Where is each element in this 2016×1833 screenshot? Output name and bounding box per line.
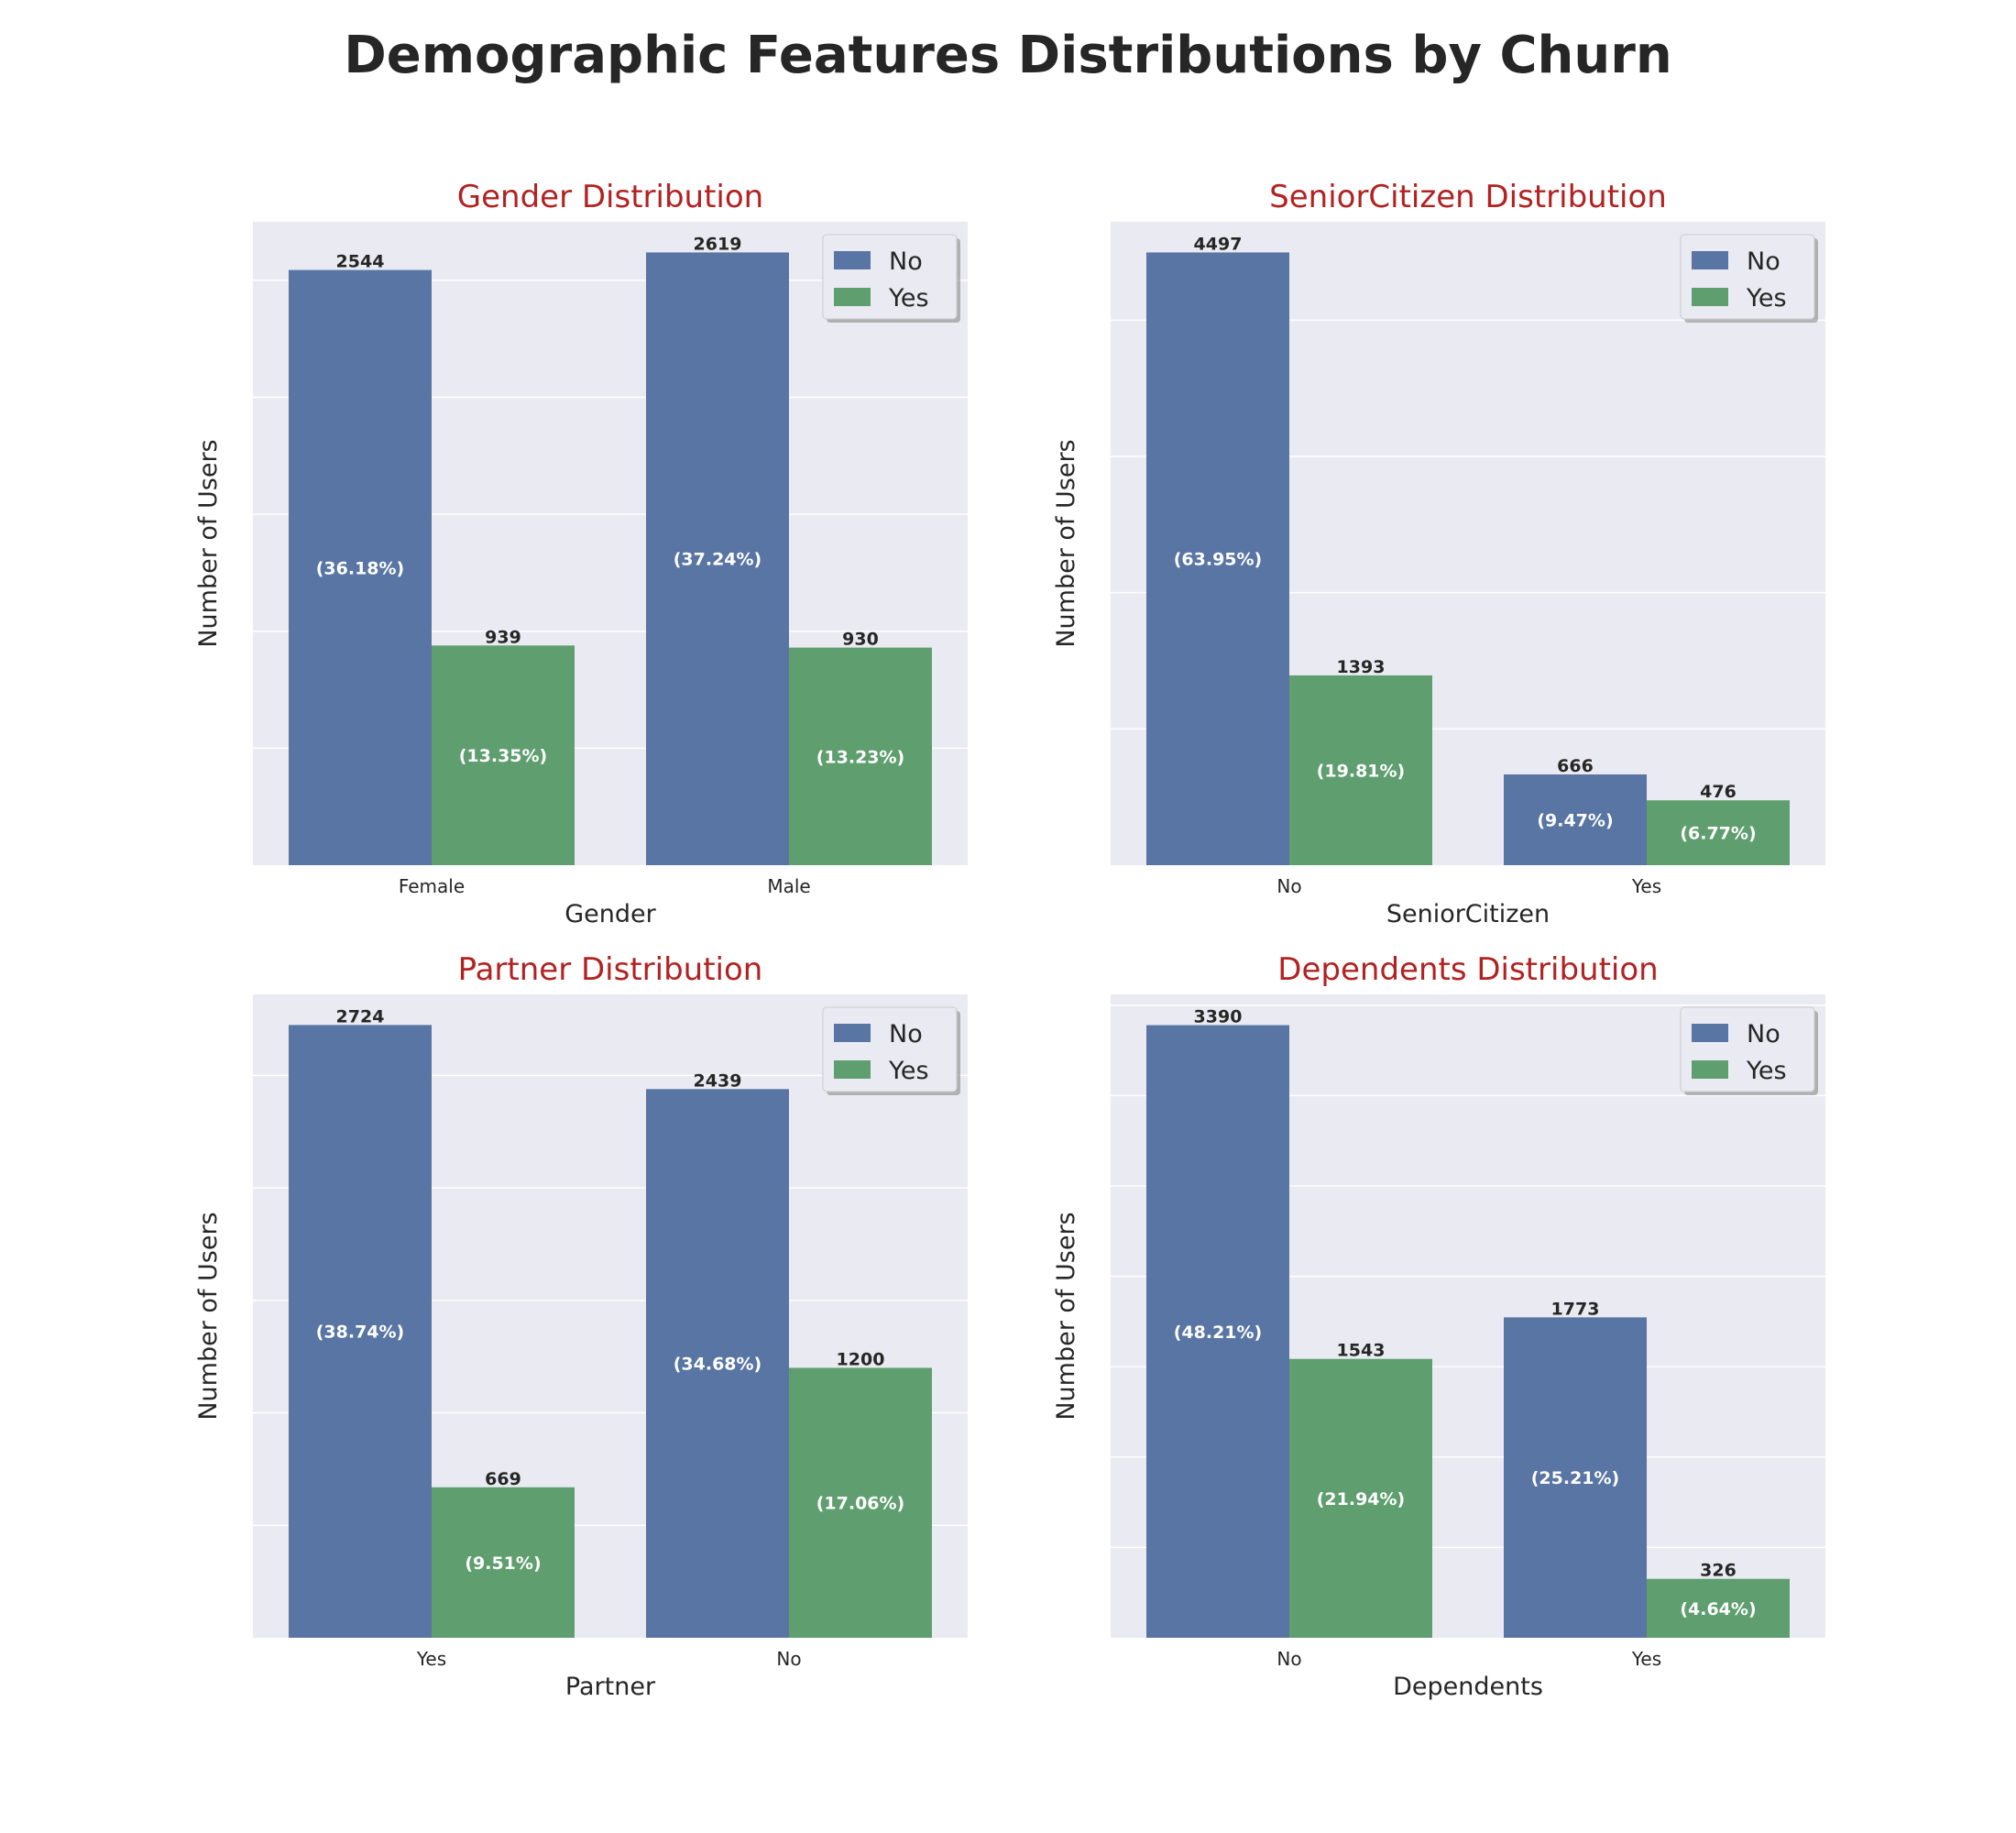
bar-percent-label: (13.35%): [459, 746, 548, 766]
legend-label-no: No: [889, 247, 923, 276]
legend: No Yes: [1680, 234, 1818, 323]
bar-count-label: 1200: [837, 1349, 885, 1369]
bar-count-label: 1543: [1337, 1341, 1386, 1361]
chart-title: Partner Distribution: [458, 951, 763, 988]
bar-count-label: 2439: [694, 1070, 742, 1091]
x-tick-label: Yes: [1631, 875, 1661, 897]
bar-percent-label: (38.74%): [316, 1323, 405, 1343]
x-axis-label: Gender: [564, 900, 656, 928]
chart-panel-3: 2724 (38.74%) 669 (9.51%) Yes 2439 (34.68%) 120…: [194, 951, 968, 1701]
bar-count-label: 2724: [336, 1006, 385, 1026]
y-axis-label: Number of Users: [194, 1212, 223, 1420]
chart-panel-1: 2544 (36.18%) 939 (13.35%) Female 2619 (37.24%…: [194, 179, 968, 928]
y-axis-label: Number of Users: [1052, 1212, 1080, 1420]
legend-swatch-no: [1692, 1024, 1728, 1042]
bar-percent-label: (36.18%): [316, 558, 405, 578]
bar-count-label: 2619: [694, 234, 742, 254]
bar-yes-yes: [1647, 1578, 1790, 1638]
bar-percent-label: (48.21%): [1174, 1323, 1263, 1343]
x-tick-label: Yes: [416, 1648, 446, 1670]
bar-yes-male: [789, 647, 932, 865]
bar-no-male: [646, 252, 789, 865]
legend: No Yes: [822, 1006, 960, 1095]
bar-percent-label: (19.81%): [1317, 761, 1406, 781]
bar-yes-female: [432, 645, 575, 865]
x-axis-label: Dependents: [1393, 1673, 1543, 1701]
bar-count-label: 930: [842, 630, 879, 650]
legend-swatch-no: [834, 251, 871, 269]
x-tick-label: No: [1276, 875, 1301, 897]
bar-yes-yes: [432, 1487, 575, 1638]
bar-count-label: 666: [1557, 756, 1594, 776]
x-axis-label: Partner: [565, 1673, 656, 1701]
bar-no-no: [646, 1089, 789, 1638]
legend-label-no: No: [1747, 247, 1780, 276]
bar-count-label: 2544: [336, 252, 385, 272]
bar-count-label: 939: [485, 627, 521, 647]
bar-no-yes: [1504, 1317, 1647, 1638]
legend: No Yes: [1680, 1006, 1818, 1095]
bar-percent-label: (37.24%): [674, 550, 762, 570]
legend-label-yes: Yes: [888, 1057, 929, 1085]
bar-count-label: 326: [1700, 1561, 1737, 1581]
bar-percent-label: (25.21%): [1531, 1468, 1620, 1488]
bar-no-yes: [1504, 774, 1647, 865]
legend-label-no: No: [889, 1020, 923, 1048]
bar-count-label: 1393: [1337, 657, 1386, 677]
legend-swatch-yes: [1692, 1060, 1728, 1079]
bar-percent-label: (9.47%): [1537, 810, 1613, 830]
y-axis-label: Number of Users: [1052, 439, 1080, 647]
bar-percent-label: (6.77%): [1680, 824, 1756, 844]
bar-no-female: [289, 269, 432, 865]
bar-no-yes: [289, 1025, 432, 1638]
legend-label-no: No: [1747, 1020, 1780, 1048]
bar-count-label: 476: [1700, 782, 1737, 802]
legend-swatch-no: [1692, 251, 1728, 269]
chart-panel-4: 3390 (48.21%) 1543 (21.94%) No 1773 (25.21%) 32…: [1052, 951, 1825, 1701]
bar-count-label: 1773: [1551, 1299, 1600, 1319]
chart-title: SeniorCitizen Distribution: [1269, 179, 1667, 215]
x-tick-label: Yes: [1631, 1648, 1661, 1670]
bar-percent-label: (4.64%): [1680, 1599, 1756, 1619]
bar-count-label: 4497: [1194, 234, 1243, 254]
x-tick-label: Female: [399, 875, 465, 897]
bar-percent-label: (9.51%): [465, 1553, 541, 1574]
y-axis-label: Number of Users: [194, 439, 223, 647]
bar-yes-no: [789, 1367, 932, 1638]
bar-percent-label: (17.06%): [816, 1494, 905, 1514]
legend-swatch-no: [834, 1024, 871, 1042]
legend-swatch-yes: [834, 288, 871, 306]
bar-count-label: 669: [485, 1469, 521, 1489]
legend: No Yes: [822, 234, 960, 323]
bar-yes-no: [1289, 1358, 1432, 1638]
chart-title: Dependents Distribution: [1277, 951, 1658, 988]
legend-label-yes: Yes: [888, 284, 929, 313]
chart-title: Gender Distribution: [457, 179, 763, 215]
bar-percent-label: (13.23%): [816, 747, 905, 767]
bar-percent-label: (21.94%): [1317, 1489, 1406, 1509]
legend-label-yes: Yes: [1746, 1057, 1787, 1085]
x-tick-label: No: [1276, 1648, 1301, 1670]
chart-panel-2: 4497 (63.95%) 1393 (19.81%) No 666 (9.47%) 476 (…: [1052, 179, 1825, 928]
bar-percent-label: (63.95%): [1174, 550, 1263, 570]
x-tick-label: Male: [767, 875, 810, 897]
legend-swatch-yes: [834, 1060, 871, 1079]
bar-no-no: [1146, 1025, 1289, 1638]
x-tick-label: No: [776, 1648, 801, 1670]
legend-swatch-yes: [1692, 288, 1728, 306]
bar-yes-no: [1289, 675, 1432, 865]
legend-label-yes: Yes: [1746, 284, 1787, 313]
bar-yes-yes: [1647, 800, 1790, 865]
bar-no-no: [1146, 252, 1289, 865]
bar-percent-label: (34.68%): [674, 1355, 762, 1375]
figure-title: Demographic Features Distributions by Ch…: [344, 26, 1672, 85]
bar-count-label: 3390: [1194, 1007, 1243, 1027]
x-axis-label: SeniorCitizen: [1386, 900, 1550, 928]
